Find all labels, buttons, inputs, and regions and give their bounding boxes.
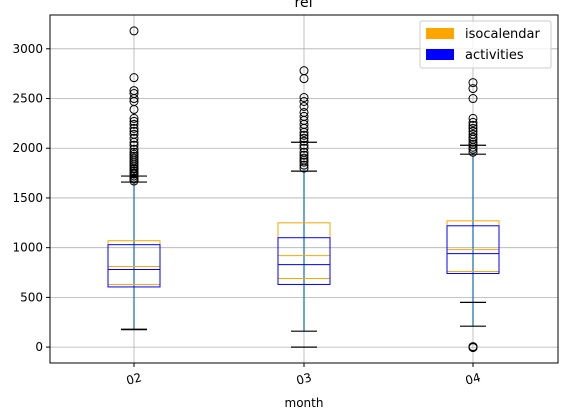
outlier-point xyxy=(299,147,309,157)
x-axis-label: month xyxy=(285,396,324,410)
legend-swatch-isocalendar xyxy=(426,28,454,39)
x-tick-label: 02 xyxy=(125,370,143,387)
outlier-point xyxy=(468,129,478,139)
outlier-point xyxy=(468,94,478,104)
y-tick-label: 500 xyxy=(20,290,43,304)
outlier-point xyxy=(468,78,478,88)
box-activities xyxy=(446,225,500,275)
outlier-point xyxy=(129,126,139,136)
outlier-point xyxy=(129,123,139,133)
plot-data xyxy=(107,26,500,353)
x-tick-label: 04 xyxy=(464,370,482,387)
outlier-point xyxy=(299,97,309,107)
y-tick-label: 2500 xyxy=(12,92,43,106)
outlier-point xyxy=(299,93,309,103)
legend-swatch-activities xyxy=(426,49,454,60)
outlier-point xyxy=(299,107,309,117)
outlier-point xyxy=(129,26,139,36)
chart-title: ref xyxy=(295,0,315,11)
y-tick-label: 1500 xyxy=(12,191,43,205)
x-tick-label: 03 xyxy=(295,370,313,387)
outlier-point xyxy=(129,129,139,139)
outlier-point xyxy=(468,113,478,123)
outlier-point xyxy=(129,119,139,129)
outlier-point xyxy=(129,147,139,157)
outlier-point xyxy=(299,111,309,121)
outlier-point xyxy=(129,86,139,96)
box-activities xyxy=(277,237,331,285)
outlier-point xyxy=(468,132,478,142)
outlier-point xyxy=(299,160,309,170)
outlier-point xyxy=(468,123,478,133)
y-tick-label: 0 xyxy=(35,340,43,354)
legend-label-activities: activities xyxy=(465,48,524,63)
outlier-point xyxy=(468,120,478,130)
outlier-point xyxy=(299,101,309,111)
outlier-point xyxy=(129,144,139,154)
outlier-point xyxy=(129,133,139,143)
outlier-point xyxy=(299,136,309,146)
outlier-point xyxy=(129,89,139,99)
y-tick-label: 1000 xyxy=(12,241,43,255)
legend: isocalendar activities xyxy=(419,20,552,69)
outlier-point xyxy=(129,116,139,126)
outlier-point xyxy=(299,153,309,163)
outlier-point xyxy=(468,117,478,127)
axes: 0 500 1000 1500 2000 2500 3000 02 03 04 xyxy=(12,42,482,388)
legend-label-isocalendar: isocalendar xyxy=(465,27,541,42)
outlier-point xyxy=(299,130,309,140)
outlier-point xyxy=(129,113,139,123)
outlier-point xyxy=(299,66,309,76)
outlier-point xyxy=(299,150,309,160)
outlier-point xyxy=(129,140,139,150)
outlier-point xyxy=(468,84,478,94)
outlier-point xyxy=(299,133,309,143)
y-tick-label: 3000 xyxy=(12,42,43,56)
box-activities xyxy=(107,244,161,288)
outlier-point xyxy=(299,140,309,150)
outlier-point xyxy=(129,73,139,83)
outlier-point xyxy=(468,342,478,352)
outlier-point xyxy=(468,126,478,136)
y-tick-label: 2000 xyxy=(12,141,43,155)
outlier-point xyxy=(299,143,309,153)
